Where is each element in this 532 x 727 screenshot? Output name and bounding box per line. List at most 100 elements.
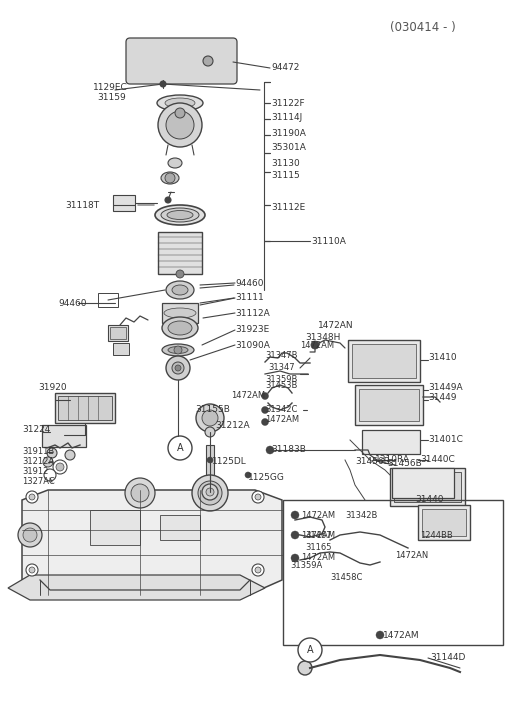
Text: 31212A: 31212A (215, 420, 250, 430)
Text: 31115: 31115 (271, 171, 300, 180)
Text: 1129EC: 1129EC (93, 84, 128, 92)
Text: A: A (177, 443, 184, 453)
Circle shape (174, 346, 182, 354)
Text: 1472AM: 1472AM (301, 531, 335, 539)
Circle shape (165, 197, 171, 203)
Text: 1472AN: 1472AN (318, 321, 354, 329)
Circle shape (291, 511, 299, 519)
Bar (390, 468, 465, 506)
Text: 31401C: 31401C (428, 435, 463, 444)
Bar (113, 343, 129, 355)
Bar (113, 195, 135, 211)
Text: 31347B: 31347B (265, 351, 297, 361)
Circle shape (175, 365, 181, 371)
Text: 31912: 31912 (22, 467, 48, 476)
Text: 31456B: 31456B (387, 459, 422, 467)
Bar (158, 232, 202, 274)
Circle shape (262, 393, 269, 400)
Ellipse shape (168, 158, 182, 168)
Circle shape (65, 450, 75, 460)
Text: 31159: 31159 (97, 92, 126, 102)
Circle shape (252, 564, 264, 576)
Bar (352, 344, 416, 378)
Ellipse shape (162, 317, 198, 339)
Circle shape (291, 531, 299, 539)
Ellipse shape (167, 211, 193, 220)
Circle shape (47, 448, 57, 458)
Text: 31112A: 31112A (235, 308, 270, 318)
Bar (206, 445, 214, 475)
Circle shape (172, 362, 184, 374)
Text: 31190A: 31190A (271, 129, 306, 137)
Circle shape (245, 472, 251, 478)
Text: 31342C: 31342C (265, 404, 297, 414)
Circle shape (207, 457, 213, 463)
Bar (422, 509, 466, 536)
Circle shape (202, 484, 218, 500)
Text: 1472AM: 1472AM (231, 392, 265, 401)
Text: 1472AM: 1472AM (301, 553, 335, 563)
Bar (160, 515, 200, 540)
Text: 31112E: 31112E (271, 203, 305, 212)
Text: 31410: 31410 (428, 353, 456, 363)
Circle shape (43, 457, 53, 467)
Bar (162, 303, 198, 323)
Ellipse shape (155, 205, 205, 225)
Text: 1310RA: 1310RA (375, 456, 410, 465)
Circle shape (56, 463, 64, 471)
Circle shape (29, 494, 35, 500)
Bar (42, 425, 86, 447)
Text: 31114J: 31114J (271, 113, 302, 121)
Circle shape (53, 460, 67, 474)
Text: 31458C: 31458C (330, 574, 362, 582)
Text: 31449: 31449 (428, 393, 456, 403)
Circle shape (166, 356, 190, 380)
Circle shape (376, 631, 384, 639)
Circle shape (44, 469, 56, 481)
Text: 1472AM: 1472AM (265, 416, 299, 425)
Text: 31348H: 31348H (305, 332, 340, 342)
Polygon shape (22, 490, 282, 595)
Text: 1472AM: 1472AM (383, 630, 420, 640)
Circle shape (206, 488, 214, 496)
Bar (90, 510, 140, 545)
Circle shape (29, 567, 35, 573)
Ellipse shape (161, 208, 199, 222)
Text: 31090A: 31090A (235, 340, 270, 350)
Text: 31911B: 31911B (22, 448, 54, 457)
Text: 94460: 94460 (58, 299, 87, 308)
Circle shape (266, 446, 274, 454)
Text: 31453B: 31453B (265, 382, 297, 390)
Text: 1472AN: 1472AN (395, 550, 428, 560)
Circle shape (26, 491, 38, 503)
Bar (359, 389, 419, 421)
Text: 31155B: 31155B (195, 406, 230, 414)
Bar (98, 293, 118, 307)
Text: 31347: 31347 (268, 363, 295, 371)
Text: 31130: 31130 (271, 158, 300, 167)
Text: 31144D: 31144D (430, 654, 466, 662)
Text: 31359A: 31359A (290, 561, 322, 569)
Text: 35301A: 35301A (271, 143, 306, 153)
Circle shape (165, 173, 175, 183)
Ellipse shape (168, 321, 192, 335)
Text: 31920: 31920 (38, 384, 66, 393)
Circle shape (158, 103, 202, 147)
Text: 31440C: 31440C (420, 456, 455, 465)
Bar (355, 385, 423, 425)
Circle shape (175, 108, 185, 118)
Text: 31118T: 31118T (65, 201, 99, 209)
Text: 31165: 31165 (305, 544, 331, 553)
Text: 94472: 94472 (271, 63, 300, 73)
Text: 31342B: 31342B (345, 510, 377, 520)
Text: 1472AM: 1472AM (301, 510, 335, 520)
Polygon shape (8, 575, 265, 600)
Text: 31212A: 31212A (22, 457, 54, 467)
Text: 1472AM: 1472AM (300, 342, 334, 350)
Text: 31110A: 31110A (311, 236, 346, 246)
Ellipse shape (168, 347, 188, 353)
Circle shape (168, 436, 192, 460)
Circle shape (26, 564, 38, 576)
FancyBboxPatch shape (126, 38, 237, 84)
Text: 31440: 31440 (415, 496, 444, 505)
